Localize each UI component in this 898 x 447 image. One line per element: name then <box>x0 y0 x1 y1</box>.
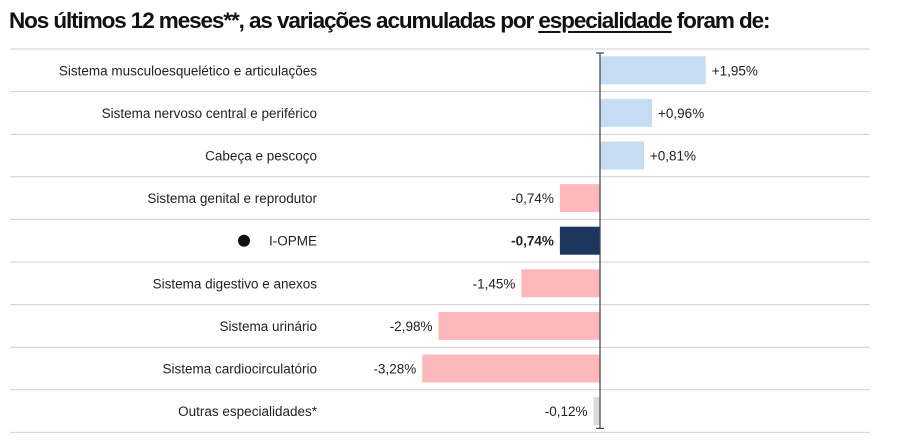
value-label: -0,12% <box>545 404 588 419</box>
category-label: Cabeça e pescoço <box>205 149 317 164</box>
value-label: -1,45% <box>473 276 516 291</box>
title-underlined-word: especialidade <box>538 8 672 33</box>
bar <box>600 141 644 170</box>
value-label: -2,98% <box>390 319 433 334</box>
value-label: -3,28% <box>373 362 416 377</box>
category-label: Sistema musculoesquelético e articulaçõe… <box>59 63 317 78</box>
value-label: -0,74% <box>511 191 554 206</box>
bar <box>559 226 600 255</box>
bar <box>422 354 600 383</box>
bar <box>521 269 600 298</box>
bar <box>600 56 706 85</box>
value-label: +0,96% <box>658 106 704 121</box>
category-label: Sistema digestivo e anexos <box>153 276 318 291</box>
highlight-dot-icon <box>238 234 250 247</box>
category-label: Sistema genital e reprodutor <box>147 191 317 206</box>
category-label: Sistema cardiocirculatório <box>162 362 317 377</box>
value-label: +1,95% <box>712 63 758 78</box>
value-label: -0,74% <box>511 234 554 249</box>
title-suffix: foram de: <box>676 8 771 33</box>
bar <box>593 397 600 426</box>
bar <box>438 311 600 340</box>
bar <box>559 184 600 213</box>
title-prefix: Nos últimos 12 meses**, as variações acu… <box>9 8 534 33</box>
category-label: Outras especialidades* <box>178 404 318 419</box>
category-label: Sistema nervoso central e periférico <box>102 106 317 121</box>
bar <box>600 98 653 127</box>
category-label: I-OPME <box>269 234 317 249</box>
chart-title: Nos últimos 12 meses**, as variações acu… <box>9 4 894 38</box>
value-label: +0,81% <box>650 149 696 164</box>
category-label: Sistema urinário <box>219 319 317 334</box>
